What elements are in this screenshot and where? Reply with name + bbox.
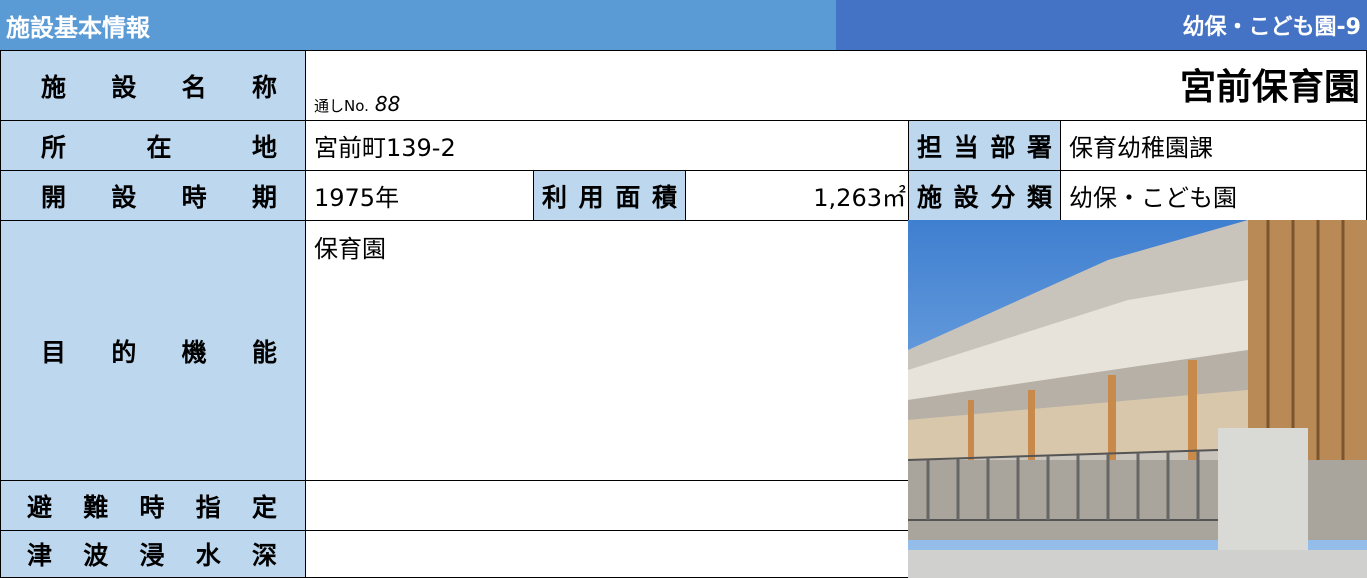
label-cell: 所在地 bbox=[0, 120, 306, 171]
label-cell: 施設名称 bbox=[0, 50, 306, 121]
opening: 1975年 bbox=[314, 184, 400, 212]
dept: 保育幼稚園課 bbox=[1069, 134, 1213, 162]
value-cell: 宮前町139-2 bbox=[305, 120, 909, 171]
label-cell: 目的機能 bbox=[0, 220, 306, 481]
label-cell: 津波浸水深 bbox=[0, 530, 306, 578]
category: 幼保・こども園 bbox=[1069, 184, 1237, 212]
opening-label: 開設時期 bbox=[41, 182, 277, 212]
value-cell: 保育園 bbox=[305, 220, 909, 481]
value-cell: 幼保・こども園 bbox=[1060, 170, 1367, 221]
purpose-label: 目的機能 bbox=[41, 337, 277, 367]
value-cell bbox=[305, 530, 909, 578]
value-cell: 1975年 bbox=[305, 170, 534, 221]
area: 1,263㎡ bbox=[813, 184, 906, 212]
tsunami-label: 津波浸水深 bbox=[27, 541, 277, 570]
serial: 88 bbox=[374, 92, 401, 116]
label-cell: 利用面積 bbox=[533, 170, 686, 221]
purpose: 保育園 bbox=[314, 235, 386, 263]
location: 宮前町139-2 bbox=[314, 134, 456, 162]
dept-label: 担当部署 bbox=[917, 132, 1052, 162]
value-cell bbox=[305, 480, 909, 531]
header-left: 施設基本情報 bbox=[0, 0, 836, 50]
evacuation-label: 避難時指定 bbox=[27, 492, 277, 522]
serial-label: 通しNo. bbox=[314, 97, 369, 115]
header-title: 施設基本情報 bbox=[6, 13, 150, 42]
facility-photo bbox=[908, 220, 1367, 578]
value-cell: 保育幼稚園課 bbox=[1060, 120, 1367, 171]
label-cell: 担当部署 bbox=[908, 120, 1061, 171]
area-label: 利用面積 bbox=[542, 182, 677, 212]
header-code: 幼保・こども園-9 bbox=[1182, 15, 1361, 40]
label-cell: 施設分類 bbox=[908, 170, 1061, 221]
label-cell: 避難時指定 bbox=[0, 480, 306, 531]
category-label: 施設分類 bbox=[917, 182, 1052, 212]
value-cell: 1,263㎡ bbox=[685, 170, 909, 221]
location-label: 所在地 bbox=[41, 132, 277, 162]
header-right: 幼保・こども園-9 bbox=[836, 0, 1367, 50]
label-cell: 開設時期 bbox=[0, 170, 306, 221]
name-label: 施設名称 bbox=[41, 72, 277, 102]
facility-name: 宮前保育園 bbox=[1179, 66, 1360, 108]
name-cell: 通しNo. 88 宮前保育園 bbox=[305, 50, 1367, 121]
